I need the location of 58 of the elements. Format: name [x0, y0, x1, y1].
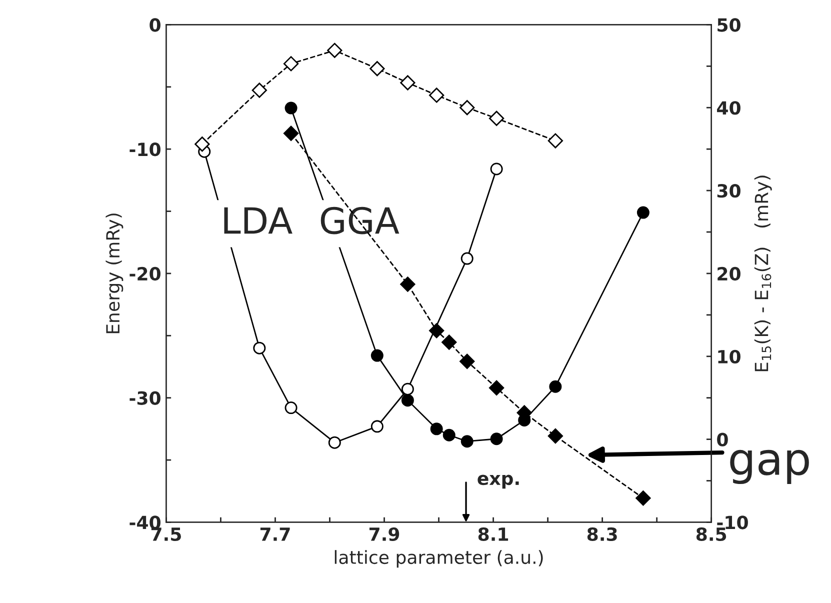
text: gap	[730, 450, 809, 484]
point	[442, 334, 457, 350]
point	[284, 402, 298, 414]
point	[194, 136, 210, 152]
y-tick-label: -30	[130, 391, 160, 405]
point	[328, 436, 341, 449]
point	[549, 380, 562, 393]
point	[400, 75, 416, 90]
y2-tick-label: 10	[718, 350, 740, 364]
point	[488, 380, 504, 396]
point	[548, 428, 563, 444]
point	[327, 42, 342, 58]
point	[636, 206, 650, 219]
point	[490, 162, 503, 176]
y-tick-label: -10	[130, 142, 160, 156]
y2-tick-label: 40	[717, 101, 740, 115]
y-axis-title: Energy (mRy)	[106, 214, 124, 334]
x-tick-label: 7.9	[369, 527, 400, 542]
point	[401, 382, 414, 396]
y2-tick-label: 50	[718, 18, 740, 32]
point	[370, 61, 385, 76]
point	[430, 422, 443, 436]
point	[283, 56, 299, 72]
point	[490, 432, 503, 446]
point	[460, 435, 474, 448]
x-tick-label: 8.1	[478, 527, 508, 542]
point	[400, 276, 416, 292]
y-tick-label: -40	[130, 516, 160, 530]
point	[548, 133, 563, 148]
point	[429, 323, 444, 338]
point	[429, 88, 444, 103]
point	[460, 100, 475, 116]
x-tick-label: 8.3	[587, 527, 617, 542]
point	[283, 126, 299, 141]
y2-axis-title: E$_{15}$(K) - E$_{16}$(Z) (mRy)	[754, 176, 772, 372]
point	[460, 252, 474, 265]
point	[370, 420, 384, 433]
point	[636, 490, 651, 506]
point	[488, 110, 504, 126]
y2-tick-label: 30	[717, 184, 740, 198]
point	[370, 349, 384, 362]
point	[253, 342, 266, 354]
x-axis-title: lattice parameter (a.u.)	[334, 550, 543, 568]
y2-tick-label: 0	[717, 432, 728, 446]
point	[460, 354, 475, 369]
point	[252, 82, 267, 98]
y2-tick-label: -10	[717, 516, 748, 530]
y-tick-label: -20	[130, 266, 160, 281]
annotation: LDA	[224, 207, 292, 234]
annotation: exp.	[478, 474, 519, 489]
annotation: GGA	[320, 206, 400, 234]
y2-tick-label: 20	[718, 266, 740, 281]
point	[284, 102, 298, 114]
y-tick-label: 0	[150, 18, 160, 32]
x-tick-label: 7.7	[260, 528, 290, 541]
point	[401, 394, 414, 407]
x-tick-label: 8.5	[696, 527, 726, 542]
point	[442, 428, 456, 442]
